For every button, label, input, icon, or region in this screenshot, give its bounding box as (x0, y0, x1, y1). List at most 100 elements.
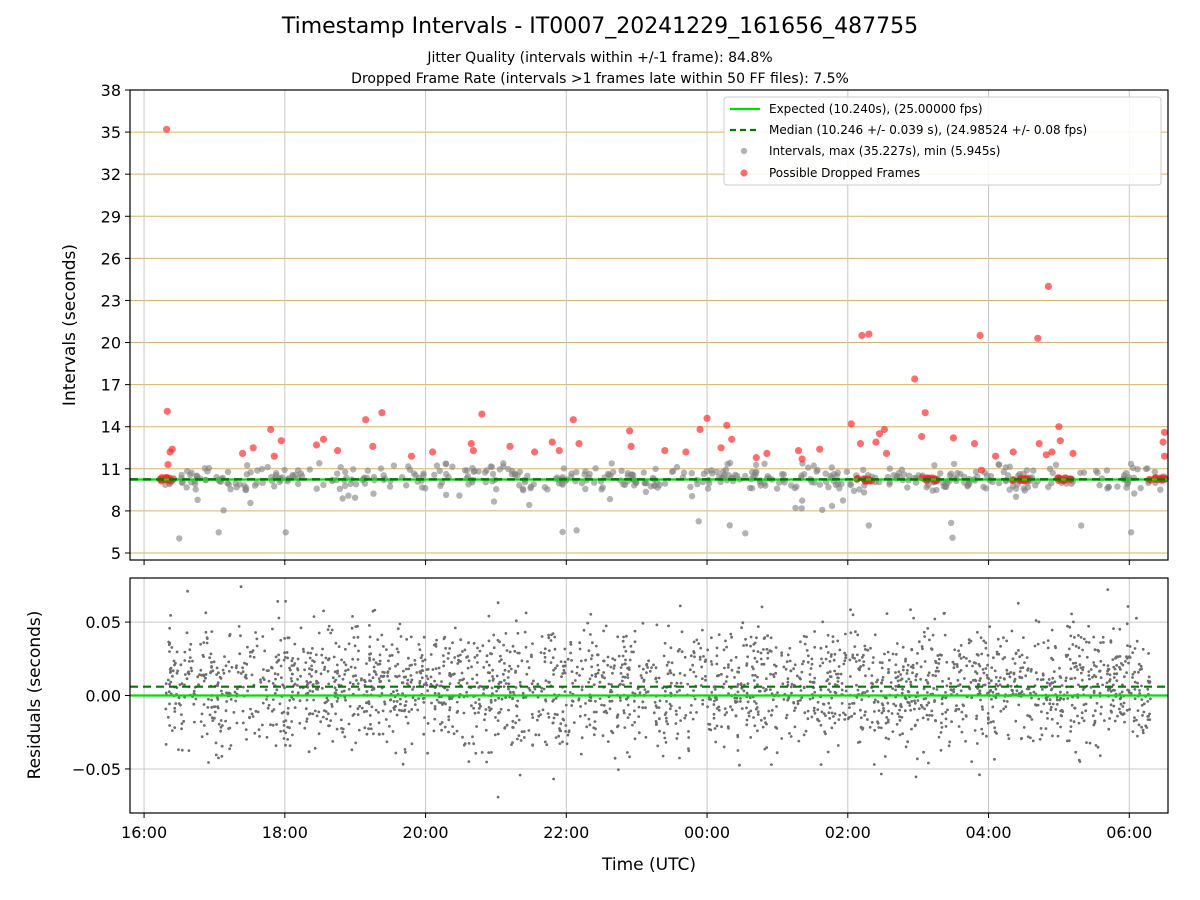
residual-point (969, 681, 973, 684)
residual-point (812, 709, 816, 712)
residual-point (1127, 661, 1130, 665)
residual-point (1022, 726, 1026, 729)
residual-point (541, 708, 545, 712)
residual-point (978, 679, 982, 682)
residual-point (989, 679, 993, 683)
residual-point (798, 676, 801, 680)
residual-point (860, 698, 864, 702)
residual-point (926, 691, 929, 694)
residual-point (400, 681, 404, 685)
residual-point (723, 713, 727, 717)
xtick-label: 18:00 (262, 823, 308, 842)
residual-point (1009, 684, 1013, 688)
residual-point (655, 680, 659, 684)
residual-point (630, 650, 634, 654)
interval-point (183, 484, 190, 491)
residual-point (210, 661, 213, 664)
residual-point (504, 682, 508, 685)
residual-point (202, 724, 206, 727)
dropped-frame-point (378, 409, 386, 417)
residual-point (873, 633, 877, 637)
residual-point (878, 661, 882, 664)
residual-point (539, 713, 543, 716)
residual-point (371, 609, 375, 613)
residual-point (724, 639, 727, 643)
residual-point (837, 665, 841, 668)
residual-point (399, 635, 403, 638)
residual-point (1078, 663, 1082, 667)
residual-point (715, 698, 719, 701)
dropped-frame-point (249, 444, 257, 452)
top-ytick-label: 23 (101, 291, 121, 310)
residual-point (284, 731, 288, 735)
residual-point (410, 678, 414, 682)
residual-point (944, 691, 947, 694)
residual-point (219, 719, 223, 722)
residual-point (508, 650, 512, 654)
residual-point (868, 725, 872, 729)
residual-point (1111, 658, 1115, 661)
residual-point (754, 702, 758, 705)
residual-point (1046, 646, 1050, 650)
residual-point (585, 725, 589, 729)
residual-point (796, 702, 800, 706)
residual-point (186, 671, 190, 675)
residual-point (431, 668, 435, 671)
residual-point (202, 641, 206, 644)
residual-point (749, 635, 753, 639)
residual-point (662, 654, 666, 658)
residual-point (886, 718, 890, 722)
residual-point (598, 680, 602, 684)
residual-point (395, 700, 399, 703)
residual-point (806, 654, 810, 658)
residual-point (552, 777, 555, 781)
residual-point (643, 688, 647, 691)
interval-point (651, 482, 659, 489)
residual-point (862, 663, 865, 667)
residual-point (959, 668, 963, 672)
residual-point (587, 717, 591, 721)
residual-point (770, 713, 773, 717)
residual-point (564, 724, 568, 727)
interval-point (1151, 468, 1159, 476)
residual-point (633, 699, 636, 703)
residual-point (1116, 714, 1119, 718)
residual-point (510, 743, 513, 746)
interval-point (931, 462, 938, 469)
residual-point (1102, 663, 1106, 667)
residual-point (273, 692, 277, 695)
residual-point (1058, 666, 1061, 670)
residual-point (799, 698, 802, 702)
residual-point (270, 709, 274, 713)
residual-point (517, 718, 521, 722)
residual-point (358, 704, 361, 708)
residual-point (1113, 672, 1116, 676)
residual-point (367, 727, 370, 731)
residual-point (1018, 675, 1022, 679)
residual-point (745, 691, 749, 695)
residual-point (404, 715, 408, 719)
residual-point (922, 687, 926, 691)
residual-point (303, 668, 306, 672)
residual-point (1074, 661, 1078, 665)
residual-point (324, 656, 328, 660)
residual-point (187, 749, 191, 752)
residual-point (575, 671, 579, 675)
residual-point (940, 726, 944, 729)
residual-point (473, 656, 477, 659)
residual-point (1109, 709, 1113, 713)
residual-point (503, 662, 506, 665)
chart-subtitle-jitter: Jitter Quality (intervals within +/-1 fr… (427, 50, 773, 66)
residual-point (1051, 658, 1055, 662)
residual-point (216, 698, 220, 701)
residual-point (1028, 714, 1031, 718)
residual-point (1098, 669, 1102, 673)
residual-point (713, 699, 716, 703)
residual-point (769, 650, 773, 653)
residual-point (188, 656, 192, 659)
residual-point (412, 685, 416, 689)
residual-point (306, 682, 310, 685)
residual-point (306, 651, 310, 655)
residual-point (680, 650, 684, 654)
residual-point (438, 672, 441, 675)
